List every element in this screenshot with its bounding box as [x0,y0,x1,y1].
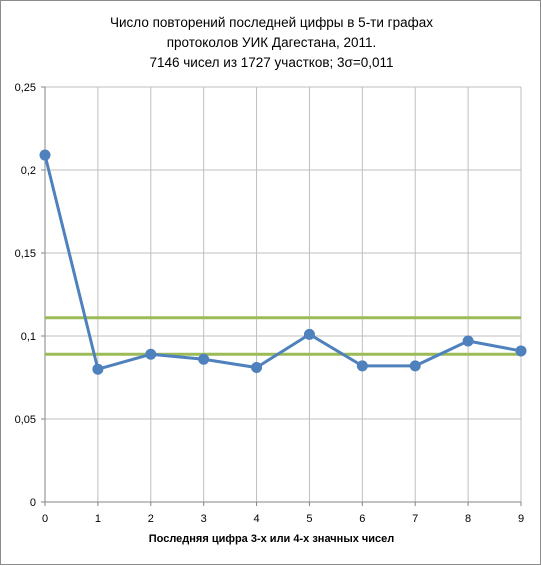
chart-title-line-3: 7146 чисел из 1727 участков; 3σ=0,011 [149,55,394,70]
data-point [409,360,421,372]
chart-title: Число повторений последней цифры в 5-ти … [1,13,541,73]
y-tick-label: 0,05 [15,414,36,426]
data-point [145,348,157,360]
x-tick-label: 4 [253,513,259,525]
x-tick-label: 6 [359,513,365,525]
data-point [251,362,263,374]
data-point [92,363,104,375]
chart-title-line-1: Число повторений последней цифры в 5-ти … [110,15,433,30]
data-point [303,328,315,340]
x-tick-label: 5 [306,513,312,525]
chart-title-line-2: протоколов УИК Дагестана, 2011. [166,35,377,50]
data-point [515,345,527,357]
x-tick-label: 3 [201,513,207,525]
y-tick-label: 0,15 [15,248,36,260]
y-tick-label: 0 [30,497,36,509]
data-point [39,149,51,161]
y-tick-label: 0,1 [21,331,36,343]
x-tick-label: 9 [518,513,524,525]
x-axis-label: Последняя цифра 3-х или 4-х значных чисе… [148,533,395,545]
y-tick-label: 0,25 [15,82,36,94]
x-tick-label: 8 [465,513,471,525]
series-line [43,154,522,371]
y-tick-label: 0,2 [21,165,36,177]
x-tick-label: 2 [148,513,154,525]
data-point [356,360,368,372]
x-tick-label: 7 [412,513,418,525]
data-point [462,335,474,347]
x-tick-label: 1 [95,513,101,525]
data-point [198,353,210,365]
x-tick-label: 0 [42,513,48,525]
